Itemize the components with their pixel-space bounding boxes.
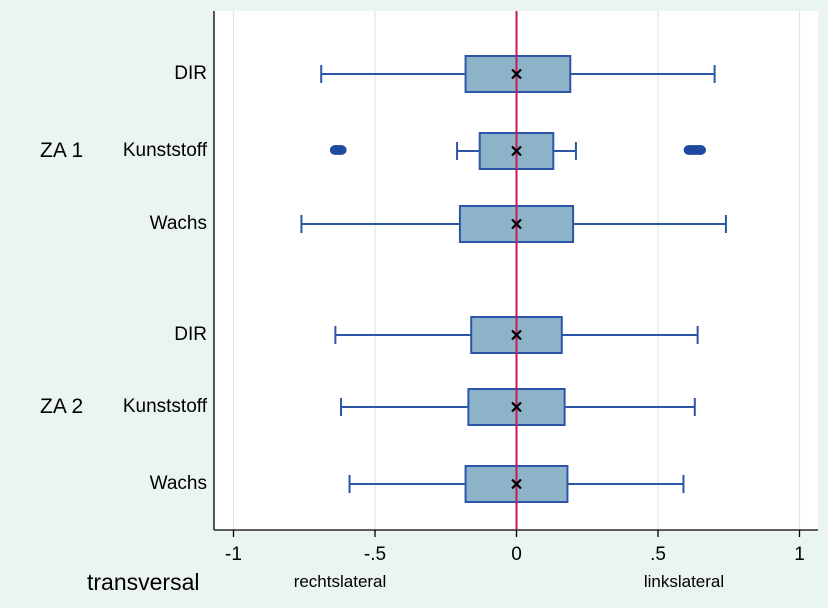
category-label-g0-1: Kunststoff <box>122 140 207 161</box>
category-label-g1-0: DIR <box>174 324 207 345</box>
group-label-0: ZA 1 <box>40 139 84 162</box>
mean-marker-g1-1 <box>511 401 522 413</box>
category-label-g1-2: Wachs <box>149 473 207 494</box>
x-side-label-left: rechtslateral <box>293 572 387 591</box>
x-tick-label-0: -1 <box>225 544 242 565</box>
category-label-g0-0: DIR <box>174 63 207 84</box>
category-label-g1-1: Kunststoff <box>122 396 207 417</box>
category-label-g0-2: Wachs <box>149 213 207 234</box>
x-tick-label-3: .5 <box>650 544 666 565</box>
outlier-g0-1-2 <box>335 145 347 155</box>
mean-marker-g0-0 <box>511 68 522 80</box>
outlier-g0-1-7 <box>694 145 706 155</box>
mean-marker-g0-2 <box>511 218 522 230</box>
mean-marker-g0-1 <box>511 145 522 157</box>
mean-marker-g1-2 <box>511 478 522 490</box>
x-side-label-right: linkslateral <box>643 572 725 591</box>
x-axis-title: transversal <box>87 569 200 595</box>
mean-marker-g1-0 <box>511 329 522 341</box>
x-tick-label-2: 0 <box>511 544 522 565</box>
x-tick-label-1: -.5 <box>363 544 387 565</box>
x-tick-label-4: 1 <box>794 544 805 565</box>
group-label-1: ZA 2 <box>40 395 84 418</box>
